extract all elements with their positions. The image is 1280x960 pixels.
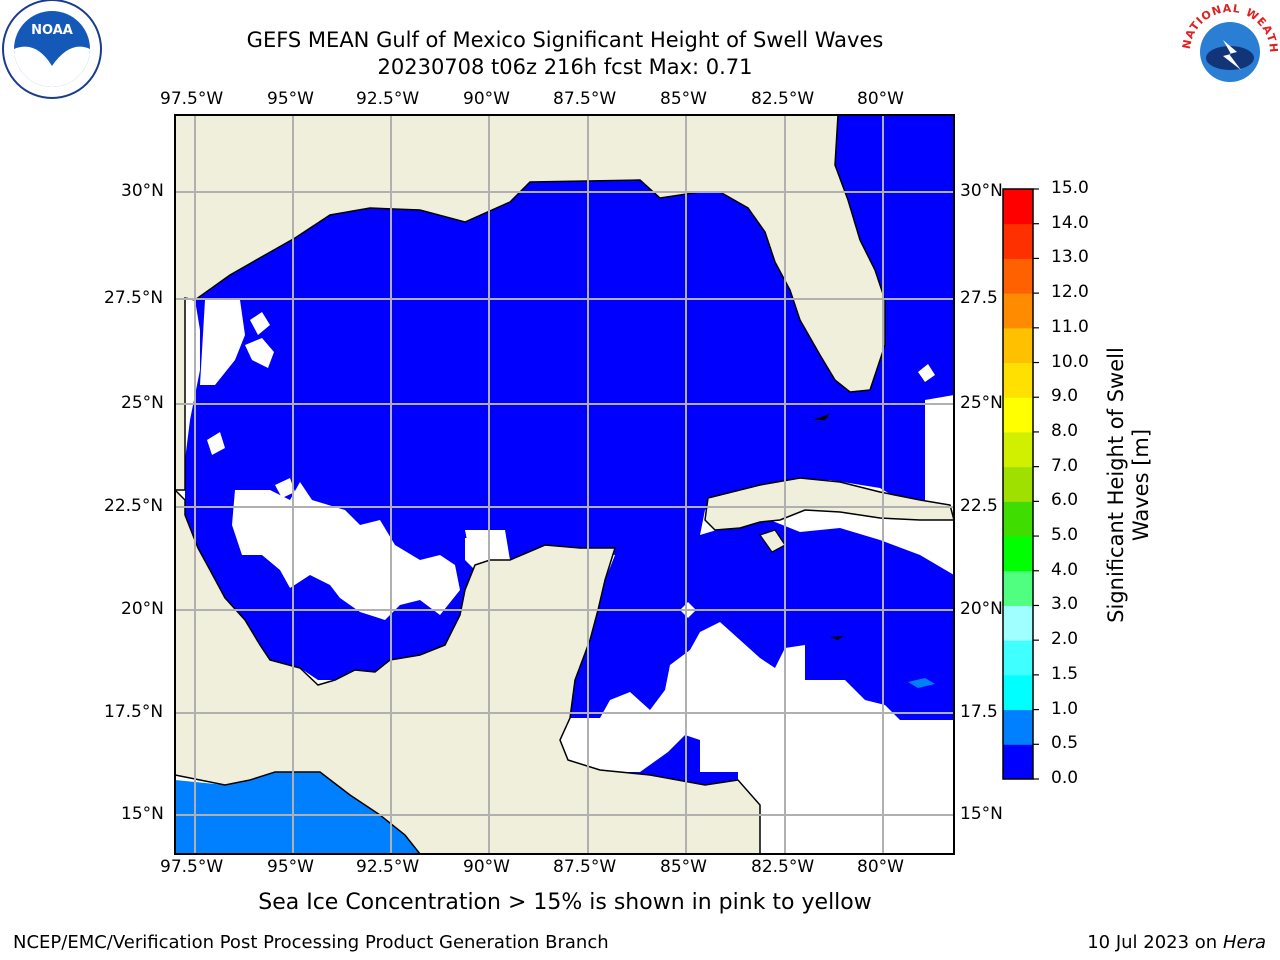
colorbar-tick-label: 5.0 (1051, 525, 1079, 546)
lon-label-bottom: 92.5°W (356, 857, 420, 877)
lat-label-right: 27.5 (960, 288, 998, 308)
colorbar-tick-label: 8.0 (1051, 420, 1079, 441)
land-mexico (175, 488, 761, 854)
lon-label-bottom: 90°W (463, 857, 510, 877)
colorbar-segment (1003, 189, 1033, 225)
footer-date-text: 10 Jul 2023 on (1087, 932, 1223, 953)
map-frame (174, 114, 955, 855)
lat-label-left: 20°N (121, 599, 164, 619)
colorbar-tick-label: 7.0 (1051, 455, 1079, 476)
graticule (175, 115, 954, 854)
colorbar-segment (1003, 709, 1033, 745)
colorbar-segment (1003, 570, 1033, 606)
lon-label-top: 85°W (660, 89, 707, 109)
colorbar-segment (1003, 501, 1033, 537)
colorbar-tick-label: 14.0 (1051, 212, 1089, 233)
colorbar-segment (1003, 397, 1033, 433)
colorbar-title: Significant Height of Swell Waves [m] (1104, 335, 1154, 635)
lon-label-top: 82.5°W (751, 89, 815, 109)
lon-label-top: 80°W (857, 89, 904, 109)
colorbar-segment (1003, 293, 1033, 329)
noaa-logo-icon: NOAA (2, 0, 102, 99)
map-title: GEFS MEAN Gulf of Mexico Significant Hei… (246, 28, 884, 52)
colorbar-tick-label: 10.0 (1051, 351, 1089, 372)
colorbar-tick-label: 0.5 (1051, 733, 1079, 754)
colorbar (1003, 188, 1039, 780)
footer-date: 10 Jul 2023 on Hera (1087, 932, 1266, 953)
lat-label-left: 30°N (121, 181, 164, 201)
map-subtitle: 20230708 t06z 216h fcst Max: 0.71 (377, 55, 753, 79)
colorbar-segment (1003, 605, 1033, 641)
lat-label-right: 25°N (960, 393, 1003, 413)
colorbar-segment (1003, 466, 1033, 502)
lat-label-right: 30°N (960, 181, 1003, 201)
swell-field-caribbean (620, 735, 738, 785)
colorbar-segment (1003, 744, 1033, 780)
lon-label-top: 87.5°W (553, 89, 617, 109)
lat-label-left: 27.5°N (104, 288, 164, 308)
footer-host: Hera (1222, 932, 1266, 953)
colorbar-tick-label: 15.0 (1051, 178, 1089, 198)
colorbar-tick-label: 3.0 (1051, 594, 1079, 615)
colorbar-tick-label: 1.0 (1051, 698, 1079, 719)
lat-label-right: 20°N (960, 599, 1003, 619)
colorbar-tick-label: 6.0 (1051, 490, 1079, 511)
colorbar-segment (1003, 674, 1033, 711)
colorbar-segment (1003, 640, 1033, 676)
lon-label-bottom: 80°W (857, 857, 904, 877)
lat-label-right: 15°N (960, 804, 1003, 824)
colorbar-segment (1003, 258, 1033, 294)
sea-ice-note: Sea Ice Concentration > 15% is shown in … (258, 890, 872, 915)
colorbar-tick-label: 1.5 (1051, 663, 1079, 684)
lat-label-left: 22.5°N (104, 496, 164, 516)
lon-label-top: 95°W (267, 89, 314, 109)
colorbar-tick-label: 0.0 (1051, 768, 1079, 788)
colorbar-segment (1003, 327, 1033, 364)
missing-data-bay-of-campeche (232, 482, 460, 620)
land-cuba (704, 477, 954, 531)
colorbar-tick-label: 12.0 (1051, 282, 1089, 303)
missing-data-west (200, 300, 245, 385)
colorbar-tick-label: 13.0 (1051, 247, 1089, 268)
lat-label-left: 15°N (121, 804, 164, 824)
colorbar-segment (1003, 536, 1033, 572)
colorbar-tick-label: 4.0 (1051, 559, 1079, 580)
colorbar-tick-label: 9.0 (1051, 386, 1079, 407)
lon-label-top: 97.5°W (160, 89, 224, 109)
lon-label-bottom: 97.5°W (160, 857, 224, 877)
lat-label-left: 17.5°N (104, 702, 164, 722)
nws-logo-icon: NATIONAL WEATHER SERVICE (1175, 0, 1279, 100)
lat-label-right: 17.5 (960, 702, 998, 722)
colorbar-segment (1003, 223, 1033, 259)
lon-label-top: 92.5°W (356, 89, 420, 109)
colorbar-tick-label: 2.0 (1051, 629, 1079, 650)
lon-label-bottom: 95°W (267, 857, 314, 877)
lat-label-left: 25°N (121, 393, 164, 413)
noaa-logo-text: NOAA (31, 23, 73, 38)
lon-label-bottom: 85°W (660, 857, 707, 877)
footer-credit: NCEP/EMC/Verification Post Processing Pr… (13, 932, 609, 953)
colorbar-title-line2: Waves [m] (1129, 428, 1153, 542)
colorbar-segment (1003, 362, 1033, 398)
lat-label-right: 22.5 (960, 496, 998, 516)
swell-field-pacific (175, 772, 420, 854)
colorbar-tick-label: 11.0 (1051, 316, 1089, 337)
lon-label-bottom: 82.5°W (751, 857, 815, 877)
colorbar-segment (1003, 431, 1033, 468)
lon-label-top: 90°W (463, 89, 510, 109)
map-area (175, 115, 954, 854)
colorbar-frame (1002, 188, 1034, 780)
lon-label-bottom: 87.5°W (553, 857, 617, 877)
colorbar-title-line1: Significant Height of Swell (1104, 347, 1128, 623)
